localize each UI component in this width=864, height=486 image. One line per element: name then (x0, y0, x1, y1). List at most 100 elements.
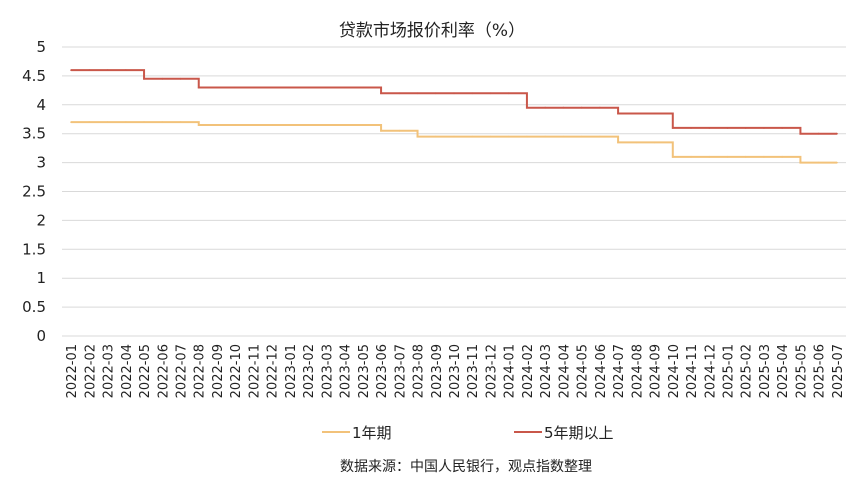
x-tick-label: 2022-06 (156, 344, 171, 398)
data-point (88, 121, 91, 124)
x-tick-label: 2022-07 (175, 344, 190, 398)
data-point (635, 112, 638, 115)
data-point (179, 121, 182, 124)
grid-layer (62, 46, 846, 337)
x-tick-label: 2023-07 (393, 344, 408, 398)
x-tick-label: 2024-08 (630, 344, 645, 398)
legend-label: 5年期以上 (544, 424, 614, 442)
x-tick-label: 2024-04 (557, 344, 572, 398)
x-tick-label: 2022-10 (229, 344, 244, 398)
data-point (216, 124, 218, 126)
y-tick-label: 2.5 (22, 183, 46, 201)
data-point (270, 124, 273, 126)
data-point (380, 92, 382, 95)
data-point (726, 155, 729, 158)
x-tick-label: 2025-06 (813, 344, 828, 398)
data-point (398, 92, 401, 95)
x-tick-label: 2023-01 (284, 344, 299, 398)
series-layer (70, 69, 838, 164)
x-tick-label: 2024-03 (539, 344, 554, 398)
data-point (489, 135, 492, 138)
data-point (289, 124, 291, 126)
data-point (361, 124, 364, 126)
data-point (453, 92, 455, 95)
data-point (434, 135, 437, 138)
data-point (343, 124, 346, 126)
data-point (234, 86, 237, 89)
data-point (325, 124, 328, 126)
x-tick-label: 2025-01 (721, 344, 736, 398)
data-point (179, 77, 182, 80)
y-tick-label: 5 (36, 38, 46, 56)
data-point (489, 92, 492, 95)
data-point (416, 135, 419, 138)
data-point (252, 124, 255, 126)
data-point (799, 132, 802, 135)
x-tick-label: 2024-09 (649, 344, 664, 398)
x-tick-label: 2022-01 (65, 344, 80, 398)
data-point (70, 69, 73, 72)
x-tick-label: 2023-12 (484, 344, 499, 398)
legend-label: 1年期 (352, 424, 392, 442)
x-tick-label: 2023-02 (302, 344, 317, 398)
data-point (197, 124, 200, 126)
source-note: 数据来源：中国人民银行，观点指数整理 (340, 459, 592, 475)
data-point (507, 92, 510, 95)
x-tick-label: 2022-08 (193, 344, 208, 398)
x-tick-label: 2022-11 (247, 344, 262, 398)
x-tick-label: 2022-02 (83, 344, 98, 398)
data-point (124, 121, 127, 124)
data-point (197, 86, 200, 89)
data-point (307, 86, 310, 89)
data-point (671, 127, 674, 129)
legend: 1年期 5年期以上 (322, 424, 614, 442)
series-1 (70, 121, 838, 164)
x-tick-label: 2024-12 (703, 344, 718, 398)
data-point (361, 86, 364, 89)
data-point (252, 86, 255, 89)
data-point (708, 127, 711, 129)
x-tick-label: 2025-05 (794, 344, 809, 398)
chart-title: 贷款市场报价利率（%） (339, 21, 525, 41)
data-point (726, 127, 729, 129)
data-point (835, 132, 838, 135)
series-2 (70, 69, 838, 135)
data-point (307, 124, 310, 126)
x-tick-label: 2023-03 (320, 344, 335, 398)
data-point (161, 77, 164, 80)
x-axis-ticks: 2022-01 2022-02 2022-03 2022-04 2022-05 2022-… (65, 344, 846, 398)
data-point (106, 121, 109, 124)
y-tick-label: 1 (36, 269, 46, 287)
x-tick-label: 2022-04 (120, 344, 135, 398)
data-point (635, 141, 638, 144)
data-point (507, 135, 510, 138)
data-point (763, 127, 765, 129)
series-line (71, 69, 837, 135)
data-point (416, 92, 419, 95)
data-point (562, 106, 565, 109)
data-point (799, 161, 802, 164)
x-tick-label: 2024-06 (594, 344, 609, 398)
data-point (562, 135, 565, 138)
y-tick-label: 3 (36, 154, 46, 172)
data-point (744, 155, 747, 158)
x-tick-label: 2023-05 (357, 344, 372, 398)
data-point (216, 86, 218, 89)
data-point (161, 121, 164, 124)
y-tick-label: 4.5 (22, 67, 46, 85)
x-tick-label: 2024-05 (576, 344, 591, 398)
data-point (763, 155, 765, 158)
data-point (106, 69, 109, 72)
data-point (598, 135, 601, 138)
x-tick-label: 2023-09 (430, 344, 445, 398)
data-point (544, 106, 547, 109)
data-point (544, 135, 547, 138)
x-tick-label: 2024-07 (612, 344, 627, 398)
data-point (380, 129, 382, 132)
x-tick-label: 2023-08 (412, 344, 427, 398)
y-tick-label: 0.5 (22, 298, 46, 316)
data-point (526, 106, 528, 109)
y-tick-label: 0 (36, 327, 46, 345)
